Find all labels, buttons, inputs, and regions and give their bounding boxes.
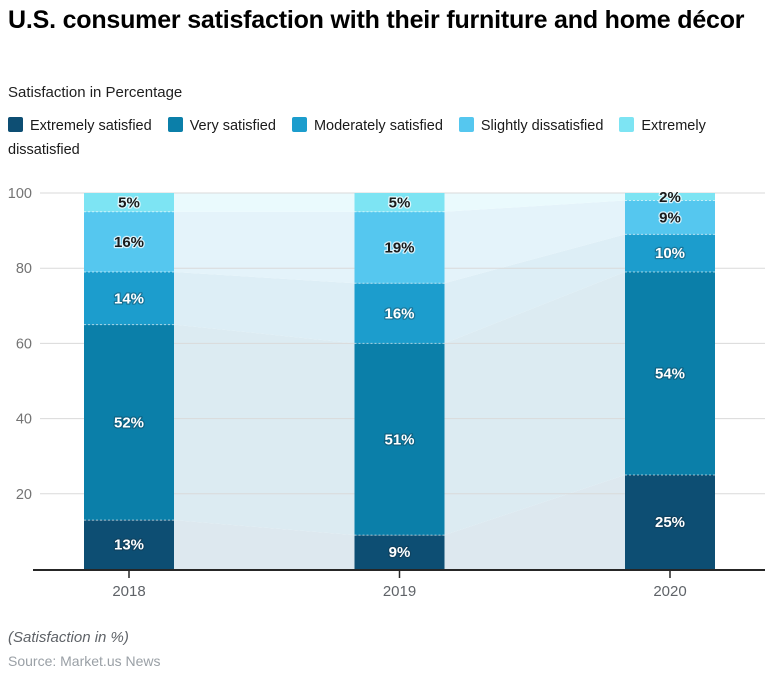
bar-value-label: 19% [384, 240, 414, 257]
connector-band [174, 193, 355, 212]
bar-segment-very-satisfied-2019[interactable] [354, 343, 445, 536]
connector-band [444, 200, 625, 284]
bar-segment-slightly-dissatisfied-2019[interactable] [354, 211, 445, 284]
bar-segment-moderately-satisfied-2020[interactable] [625, 234, 715, 272]
legend-item-label: Slightly dissatisfied [480, 118, 604, 134]
legend-swatch-icon [8, 117, 23, 132]
satisfaction-stacked-bar-chart: 20 40 60 80 100 13% 52% 14% 16% 5% 9% 51% 16% 19% 5% 25… [8, 186, 765, 600]
bar-value-label: 51% [384, 431, 414, 448]
bar-value-label: 5% [389, 194, 411, 211]
legend-item-label: Extremely dissatisfied [8, 118, 706, 158]
connector-band [174, 271, 355, 344]
bar-value-label: 16% [384, 305, 414, 322]
legend-swatch-icon [291, 117, 307, 132]
bar-segment-very-satisfied-2020[interactable] [625, 271, 715, 475]
bar-segment-extremely-dissatisfied-2020[interactable] [625, 193, 715, 201]
bar-segment-slightly-dissatisfied-2020[interactable] [625, 200, 715, 235]
legend-swatch-icon [619, 117, 635, 132]
connector-band [444, 234, 625, 344]
chart-subtitle: Satisfaction in Percentage [8, 84, 183, 101]
legend-item-extremely-satisfied[interactable]: Extremely satisfied [8, 117, 152, 134]
legend-item-label: Extremely satisfied [30, 118, 152, 134]
legend-item-slightly-dissatisfied[interactable]: Slightly dissatisfied [458, 117, 604, 134]
bar-value-label: 52% [114, 414, 144, 431]
y-axis-tick-label: 20 [16, 487, 32, 503]
bar-value-label: 16% [114, 234, 144, 251]
legend-item-label: Very satisfied [189, 118, 276, 134]
bar-segment-extremely-dissatisfied-2019[interactable] [354, 193, 445, 212]
bar-segment-extremely-dissatisfied-2018[interactable] [84, 193, 174, 212]
connector-band [444, 475, 625, 569]
connector-band [174, 520, 355, 569]
bar-segment-very-satisfied-2018[interactable] [84, 324, 174, 521]
bar-segment-moderately-satisfied-2019[interactable] [354, 283, 445, 344]
legend-swatch-icon [167, 117, 183, 132]
bar-value-label: 25% [655, 514, 685, 531]
footer-source: Source: Market.us News [8, 653, 161, 669]
bar-value-label: 9% [389, 544, 411, 561]
legend-item-very-satisfied[interactable]: Very satisfied [167, 117, 276, 134]
y-axis-tick-label: 80 [16, 261, 32, 277]
connector-band [444, 193, 625, 212]
bar-segment-moderately-satisfied-2018[interactable] [84, 271, 174, 325]
bar-segment-extremely-satisfied-2020[interactable] [625, 475, 715, 569]
bar-value-label: 13% [114, 537, 144, 554]
legend-item-label: Moderately satisfied [313, 118, 443, 134]
legend-item-moderately-satisfied[interactable]: Moderately satisfied [291, 117, 443, 134]
chart-title: U.S. consumer satisfaction with their fu… [8, 6, 745, 34]
bar-segment-extremely-satisfied-2019[interactable] [354, 535, 445, 569]
bar-value-label: 2% [659, 189, 681, 206]
x-axis-category-label: 2020 [653, 583, 686, 600]
y-axis-tick-label: 100 [8, 186, 32, 202]
footer-note: (Satisfaction in %) [8, 629, 129, 646]
x-axis-category-label: 2018 [112, 583, 145, 600]
legend-swatch-icon [458, 117, 474, 132]
bar-value-label: 5% [118, 194, 140, 211]
bar-value-label: 9% [659, 209, 681, 226]
legend-item-extremely-dissatisfied[interactable]: Extremely dissatisfied [8, 117, 706, 158]
legend: Extremely satisfied Very satisfied Moderat… [8, 114, 760, 162]
bar-segment-extremely-satisfied-2018[interactable] [84, 520, 174, 569]
bar-value-label: 14% [114, 290, 144, 307]
bar-value-label: 10% [655, 245, 685, 262]
connector-band [174, 324, 355, 536]
bar-segment-slightly-dissatisfied-2018[interactable] [84, 211, 174, 272]
connector-band [174, 211, 355, 284]
y-axis-tick-label: 40 [16, 412, 32, 428]
x-axis-category-label: 2019 [383, 583, 416, 600]
y-axis-tick-label: 60 [16, 336, 32, 352]
connector-band [444, 271, 625, 536]
bar-value-label: 54% [655, 365, 685, 382]
